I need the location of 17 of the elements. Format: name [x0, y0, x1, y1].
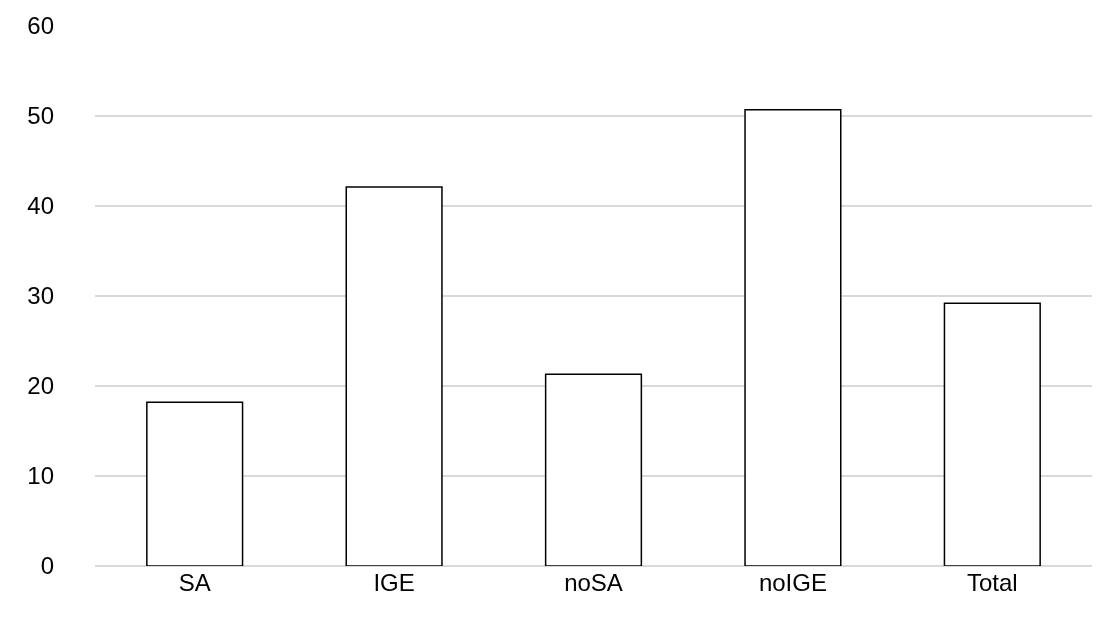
x-tick-label: noSA [564, 569, 623, 596]
y-tick-label: 40 [27, 192, 54, 220]
y-tick-label: 50 [27, 102, 54, 130]
y-tick-label: 30 [27, 282, 54, 310]
x-tick-label: IGE [373, 569, 415, 596]
y-tick-label: 60 [27, 12, 54, 40]
bar [544, 373, 643, 566]
bar [744, 108, 842, 566]
x-tick-label: SA [178, 569, 211, 596]
x-tick-label: Total [966, 569, 1018, 596]
bar [943, 302, 1041, 566]
x-tick-label: noIGE [758, 569, 827, 596]
bar [345, 186, 443, 566]
y-tick-label: 10 [27, 462, 54, 490]
y-tick-label: 20 [27, 372, 54, 400]
bar [146, 401, 244, 566]
y-tick-label: 0 [40, 552, 54, 580]
